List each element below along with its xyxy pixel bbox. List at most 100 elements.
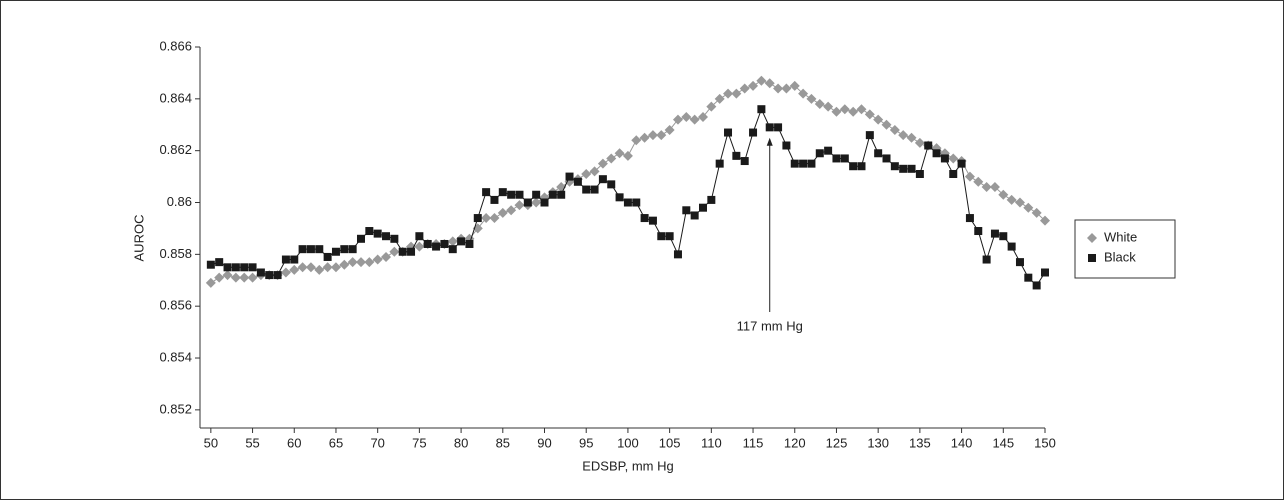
data-point — [1032, 281, 1041, 290]
x-tick-label: 130 — [867, 435, 889, 450]
data-point — [665, 232, 674, 241]
data-point — [532, 190, 541, 199]
data-point — [756, 75, 767, 86]
data-point — [314, 264, 325, 275]
x-tick-label: 125 — [826, 435, 848, 450]
data-point — [305, 262, 316, 273]
data-point — [907, 164, 916, 173]
data-point — [732, 151, 741, 160]
legend-label: White — [1104, 229, 1137, 244]
data-point — [715, 159, 724, 168]
data-point — [582, 185, 591, 194]
y-tick-label: 0.856 — [159, 298, 192, 313]
data-point — [849, 162, 858, 171]
data-point — [623, 198, 632, 207]
data-point — [372, 254, 383, 265]
data-point — [832, 154, 841, 163]
series-line — [210, 107, 1046, 287]
data-point — [589, 166, 600, 177]
data-point — [840, 154, 849, 163]
data-point — [457, 237, 466, 246]
data-point — [355, 257, 366, 268]
data-point — [707, 195, 716, 204]
data-point — [289, 264, 300, 275]
data-point — [215, 258, 224, 267]
x-tick-label: 65 — [329, 435, 343, 450]
data-point — [598, 175, 607, 184]
data-point — [857, 162, 866, 171]
data-point — [607, 180, 616, 189]
x-tick-label: 60 — [287, 435, 301, 450]
data-point — [765, 123, 774, 132]
data-point — [389, 246, 400, 257]
data-point — [748, 80, 759, 91]
legend-marker — [1088, 254, 1096, 262]
legend-label: Black — [1104, 249, 1136, 264]
data-point — [823, 101, 834, 112]
data-point — [1006, 194, 1017, 205]
data-point — [889, 124, 900, 135]
data-point — [881, 119, 892, 130]
data-point — [347, 257, 358, 268]
annotation-arrowhead — [766, 137, 773, 146]
data-point — [689, 114, 700, 125]
data-point — [640, 214, 649, 223]
data-point — [898, 130, 909, 141]
data-point — [481, 213, 492, 224]
x-tick-label: 50 — [204, 435, 218, 450]
data-point — [656, 130, 667, 141]
data-point — [673, 250, 682, 259]
x-tick-label: 115 — [743, 435, 764, 450]
data-point — [606, 153, 617, 164]
data-point — [757, 105, 766, 114]
data-point — [265, 271, 274, 280]
data-point — [465, 239, 474, 248]
data-point — [924, 141, 933, 150]
data-point — [672, 114, 683, 125]
data-point — [1007, 242, 1016, 251]
data-point — [507, 190, 516, 199]
data-point — [382, 232, 391, 241]
data-point — [973, 176, 984, 187]
annotation-label: 117 mm Hg — [737, 318, 803, 333]
data-point — [448, 245, 457, 254]
data-point — [298, 245, 307, 254]
data-point — [1040, 215, 1050, 226]
data-point — [681, 111, 692, 122]
data-point — [214, 272, 225, 283]
data-point — [239, 272, 250, 283]
data-point — [790, 159, 799, 168]
data-point — [240, 263, 249, 272]
x-tick-label: 145 — [992, 435, 1014, 450]
data-point — [782, 141, 791, 150]
data-point — [839, 104, 850, 115]
data-point — [1024, 273, 1033, 282]
x-tick-label: 120 — [784, 435, 806, 450]
x-tick-label: 75 — [412, 435, 426, 450]
data-point — [799, 159, 808, 168]
data-point — [222, 270, 233, 281]
y-tick-label: 0.854 — [159, 349, 192, 364]
data-point — [915, 170, 924, 178]
data-point — [981, 181, 992, 192]
data-point — [906, 132, 917, 143]
data-point — [848, 106, 859, 117]
x-tick-label: 70 — [370, 435, 384, 450]
data-point — [856, 104, 867, 115]
data-point — [806, 93, 817, 104]
data-point — [506, 205, 517, 216]
data-point — [631, 135, 642, 146]
data-point — [723, 88, 734, 99]
data-point — [639, 132, 650, 143]
data-point — [731, 88, 742, 99]
data-point — [340, 245, 349, 254]
data-point — [999, 232, 1008, 241]
data-point — [948, 153, 959, 164]
data-point — [957, 159, 966, 168]
data-point — [540, 198, 549, 207]
data-point — [548, 190, 557, 199]
data-point — [514, 200, 525, 211]
y-tick-label: 0.852 — [159, 401, 192, 416]
data-point — [940, 154, 949, 163]
